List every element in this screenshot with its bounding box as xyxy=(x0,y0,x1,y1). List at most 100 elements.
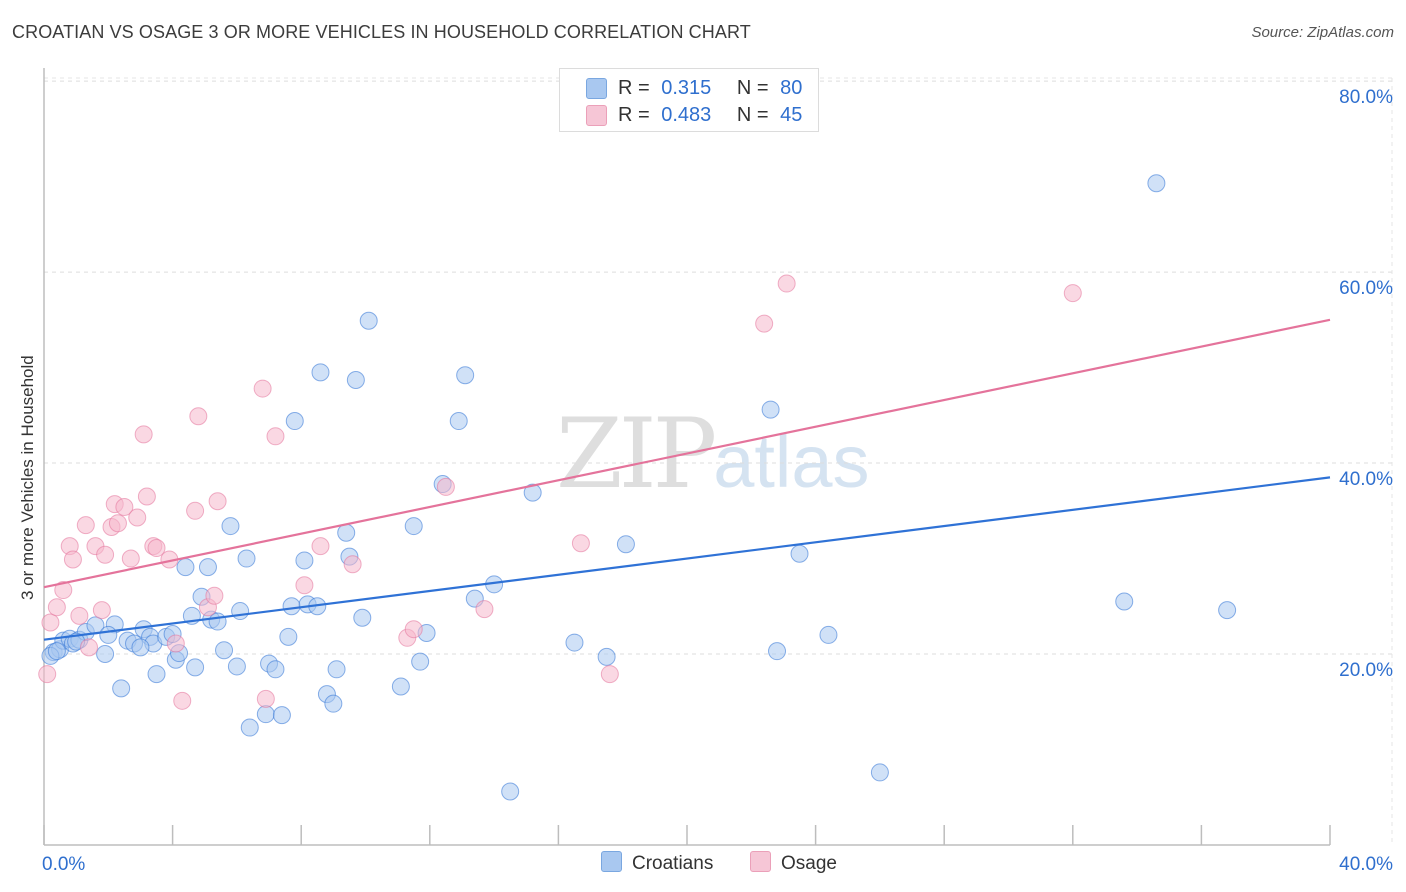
croatians-point xyxy=(1218,601,1237,620)
croatians-point xyxy=(359,311,378,330)
bottom-legend-label: Osage xyxy=(781,853,837,874)
croatians-point xyxy=(337,523,356,542)
croatians-point xyxy=(215,641,234,660)
croatians-point xyxy=(761,400,780,419)
legend-n-label: N = xyxy=(736,77,769,99)
osage-point xyxy=(173,691,192,710)
osage-point xyxy=(253,379,272,398)
croatians-point xyxy=(279,627,298,646)
croatians-point xyxy=(285,412,304,431)
y-tick-label: 40.0% xyxy=(1339,469,1393,490)
chart-title: CROATIAN VS OSAGE 3 OR MORE VEHICLES IN … xyxy=(12,22,751,42)
watermark-atlas: atlas xyxy=(713,420,870,503)
croatians-point xyxy=(1147,174,1166,193)
osage-point xyxy=(475,600,494,619)
croatians-point xyxy=(282,597,301,616)
croatians-point xyxy=(198,558,217,577)
osage-point xyxy=(147,539,166,558)
osage-point xyxy=(205,586,224,605)
croatians-point xyxy=(266,660,285,679)
croatians-trend-line xyxy=(43,476,1331,641)
croatians-point xyxy=(391,677,410,696)
y-tick-label: 60.0% xyxy=(1339,278,1393,299)
osage-point xyxy=(295,576,314,595)
croatians-point xyxy=(870,763,889,782)
croatians-point xyxy=(346,370,365,389)
croatians-point xyxy=(272,706,291,725)
osage-point xyxy=(186,501,205,520)
x-tick-label: 0.0% xyxy=(42,854,85,875)
bottom-legend-label: Croatians xyxy=(632,853,714,874)
croatians-point xyxy=(565,633,584,652)
y-tick-label: 80.0% xyxy=(1339,87,1393,108)
osage-point xyxy=(121,549,140,568)
croatians-point xyxy=(449,412,468,431)
osage-point xyxy=(436,477,455,496)
legend-r-label: R = xyxy=(618,77,650,99)
croatians-point xyxy=(112,679,131,698)
croatians-point xyxy=(237,549,256,568)
croatians-point xyxy=(47,642,66,661)
osage-point xyxy=(63,550,82,569)
legend-r-value: 0.483 xyxy=(661,104,712,126)
y-tick-label: 20.0% xyxy=(1339,660,1393,681)
croatians-point xyxy=(256,705,275,724)
croatians-point xyxy=(208,612,227,631)
croatians-point xyxy=(353,608,372,627)
watermark-zip: ZIP xyxy=(556,398,717,510)
croatians-point xyxy=(147,665,166,684)
legend-n-value: 45 xyxy=(780,104,803,126)
legend-swatch-osage xyxy=(586,105,607,126)
osage-point xyxy=(47,598,66,617)
osage-point xyxy=(80,638,99,657)
legend-swatch-croatians xyxy=(586,78,607,99)
bottom-legend-osage: Osage xyxy=(750,851,837,875)
x-tick-label: 40.0% xyxy=(1339,854,1393,875)
osage-point xyxy=(134,425,153,444)
croatians-point xyxy=(616,535,635,554)
y-axis-label: 3 or more Vehicles in Household xyxy=(18,355,37,600)
osage-point xyxy=(343,555,362,574)
bottom-legend-swatch-osage xyxy=(750,851,771,872)
bottom-legend-croatians: Croatians xyxy=(601,851,713,875)
croatians-point xyxy=(790,544,809,563)
croatians-point xyxy=(227,657,246,676)
legend-n-value: 80 xyxy=(780,77,803,99)
croatians-point xyxy=(819,625,838,644)
osage-point xyxy=(70,606,89,625)
source-attribution: Source: ZipAtlas.com xyxy=(1251,24,1394,41)
croatians-point xyxy=(768,642,787,661)
croatians-point xyxy=(176,558,195,577)
croatians-point xyxy=(411,652,430,671)
croatians-point xyxy=(311,363,330,382)
osage-point xyxy=(38,665,57,684)
osage-point xyxy=(92,601,111,620)
osage-point xyxy=(76,516,95,535)
osage-point xyxy=(571,534,590,553)
watermark: ZIPatlas xyxy=(556,398,870,510)
legend-n-label: N = xyxy=(736,104,769,126)
croatians-point xyxy=(96,645,115,664)
osage-point xyxy=(96,545,115,564)
osage-point xyxy=(137,487,156,506)
croatians-point xyxy=(597,647,616,666)
croatians-point xyxy=(327,660,346,679)
bottom-legend-swatch-croatians xyxy=(601,851,622,872)
osage-point xyxy=(404,620,423,639)
croatians-point xyxy=(231,602,250,621)
croatians-point xyxy=(131,638,150,657)
osage-point xyxy=(128,508,147,527)
croatians-point xyxy=(240,718,259,737)
osage-point xyxy=(54,581,73,600)
croatians-point xyxy=(99,625,118,644)
croatians-point xyxy=(186,658,205,677)
osage-point xyxy=(266,427,285,446)
osage-point xyxy=(108,514,127,533)
croatians-point xyxy=(221,517,240,536)
osage-point xyxy=(41,613,60,632)
osage-point xyxy=(208,492,227,511)
legend-r-label: R = xyxy=(618,104,650,126)
croatians-point xyxy=(1115,592,1134,611)
croatians-point xyxy=(456,366,475,385)
